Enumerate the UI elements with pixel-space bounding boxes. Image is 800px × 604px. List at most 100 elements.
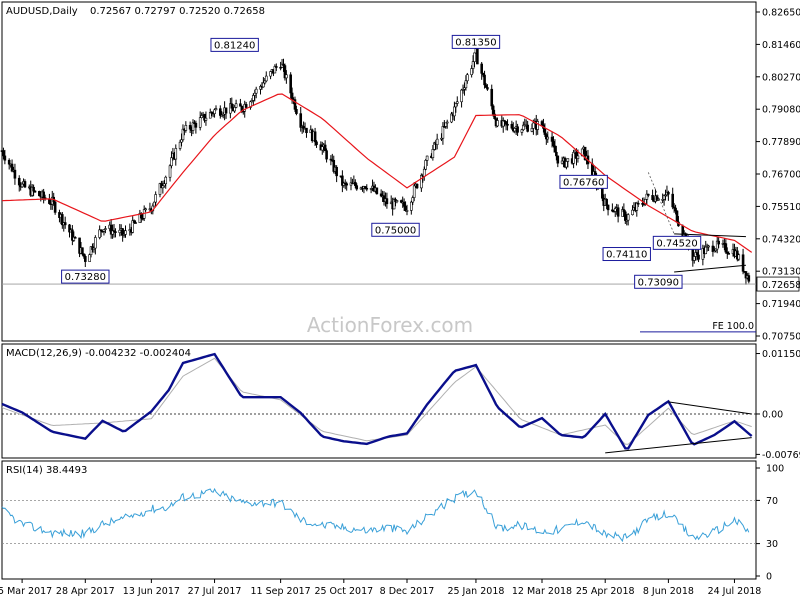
price-annotation-box <box>371 222 420 237</box>
candle-body <box>460 89 463 103</box>
candle-body <box>411 197 415 203</box>
candle-body <box>513 128 517 132</box>
price-annotation-label: 0.76760 <box>563 177 604 188</box>
candle-body <box>170 157 173 167</box>
candle-body <box>20 183 24 188</box>
candle-body <box>697 254 700 260</box>
rsi-y-tick-label: 70 <box>766 496 778 507</box>
candle-body <box>82 253 86 257</box>
candle-body <box>555 151 558 157</box>
candle-body <box>83 256 87 262</box>
candle-body <box>490 88 494 107</box>
candle-body <box>636 202 640 205</box>
candle-body <box>385 198 389 205</box>
candle-body <box>180 139 183 143</box>
rsi-title: RSI(14) 38.4493 <box>6 465 87 476</box>
macd-panel <box>1 343 757 459</box>
candle-body <box>606 204 610 211</box>
candle-body <box>747 275 751 282</box>
pattern-dashed-line <box>647 172 675 235</box>
candle-body <box>671 193 675 208</box>
candle-body <box>516 126 519 133</box>
x-tick-label: 25 Jan 2018 <box>447 586 504 597</box>
candle-body <box>365 187 369 190</box>
candle-body <box>402 201 406 207</box>
candle-body <box>63 222 67 226</box>
candle-body <box>269 71 272 77</box>
candle-body <box>657 199 660 201</box>
candle-body <box>540 121 544 126</box>
price-y-tick-label: 0.75510 <box>762 202 800 213</box>
price-y-tick-label: 0.81460 <box>762 40 800 51</box>
candle-body <box>737 254 741 260</box>
candle-body <box>624 211 627 221</box>
candle-body <box>576 155 580 159</box>
candle-body <box>444 122 448 127</box>
candle-body <box>741 254 745 272</box>
candle-body <box>200 115 203 118</box>
macd-y-tick-label: -0.007694 <box>762 450 800 461</box>
candle-body <box>605 198 608 206</box>
current-price-label: 0.72658 <box>762 280 800 291</box>
candle-body <box>405 210 409 212</box>
price-annotation-label: 0.75000 <box>375 225 416 236</box>
candle-body <box>99 229 103 232</box>
candle-body <box>293 99 297 110</box>
candle-body <box>662 195 666 200</box>
candle-body <box>275 66 278 68</box>
price-annotation-box <box>602 247 651 262</box>
candle-body <box>264 75 268 82</box>
candle-body <box>184 125 188 131</box>
candles-group <box>0 43 751 285</box>
candle-body <box>162 183 166 187</box>
price-annotation-label: 0.74520 <box>656 238 697 249</box>
x-tick-label: 8 Dec 2017 <box>380 586 435 597</box>
candle-body <box>546 136 550 140</box>
candle-body <box>480 63 483 74</box>
candle-body <box>3 155 7 161</box>
candle-body <box>53 201 57 213</box>
candle-body <box>124 230 127 235</box>
candle-body <box>355 185 359 190</box>
candle-body <box>476 48 479 65</box>
price-y-tick-label: 0.80270 <box>762 72 800 83</box>
candle-body <box>313 131 317 143</box>
price-panel <box>1 1 757 342</box>
moving-average-line <box>1 93 753 253</box>
candle-body <box>572 152 575 164</box>
candle-body <box>323 144 327 151</box>
candle-body <box>692 256 696 261</box>
candle-body <box>727 253 731 255</box>
candle-body <box>285 74 288 79</box>
candle-body <box>114 231 117 233</box>
rsi-line <box>1 487 750 543</box>
candle-body <box>191 122 195 131</box>
price-annotation-box <box>210 37 259 52</box>
candle-body <box>491 105 495 115</box>
price-y-tick-label: 0.71940 <box>762 299 800 310</box>
candle-body <box>484 84 488 88</box>
x-tick-label: 24 Jul 2018 <box>708 586 762 597</box>
candle-body <box>262 82 265 88</box>
x-tick-label: 25 Oct 2017 <box>314 586 373 597</box>
candle-body <box>233 107 236 112</box>
candle-body <box>134 222 137 224</box>
candle-body <box>412 185 416 198</box>
candle-body <box>565 161 568 168</box>
candle-body <box>61 214 64 226</box>
candle-body <box>473 52 476 62</box>
macd-line <box>1 352 753 450</box>
candle-body <box>483 74 486 86</box>
candle-body <box>42 191 45 198</box>
candle-body <box>354 181 357 186</box>
candle-body <box>335 166 338 177</box>
macd-title: MACD(12,26,9) -0.004232 -0.002404 <box>6 348 191 359</box>
candle-body <box>674 207 677 212</box>
x-tick-label: 12 Mar 2018 <box>512 586 572 597</box>
price-y-tick-label: 0.82650 <box>762 8 800 19</box>
candle-body <box>536 121 539 130</box>
candle-body <box>161 185 165 189</box>
price-y-tick-label: 0.76700 <box>762 170 800 181</box>
candle-body <box>38 191 41 197</box>
